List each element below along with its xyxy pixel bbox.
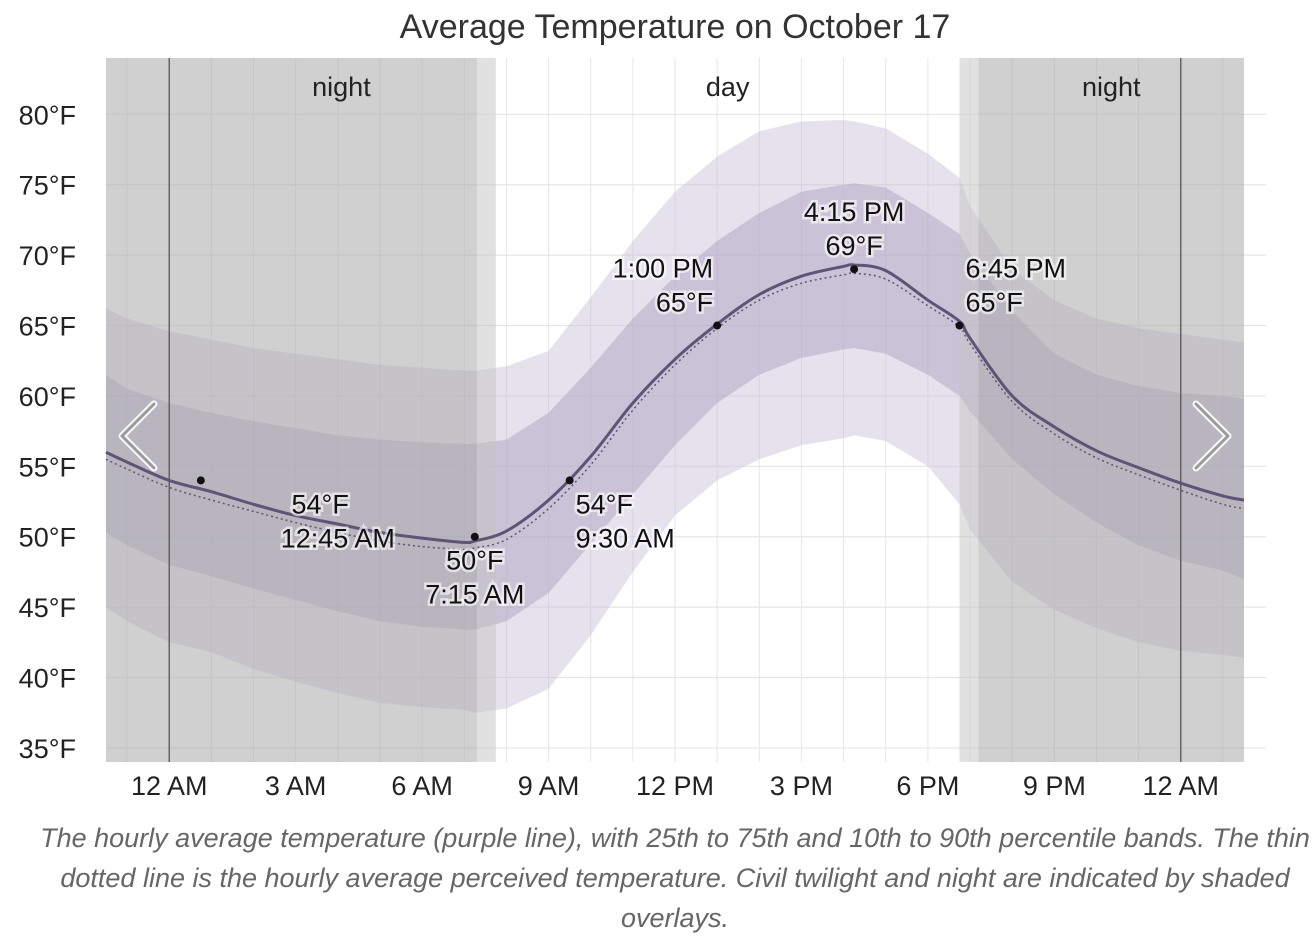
annotation-label: 12:45 AM — [281, 523, 395, 553]
y-tick-label: 50°F — [19, 523, 76, 553]
annotation-label: 54°F — [292, 489, 349, 519]
y-tick-label: 75°F — [19, 171, 76, 201]
perceived-temperature-line — [105, 272, 1245, 551]
annotation-label: 54°F — [576, 489, 633, 519]
annotation-label: 50°F — [446, 546, 503, 576]
annotation-point — [850, 265, 859, 274]
y-tick-label: 45°F — [19, 593, 76, 623]
x-tick-label: 6 PM — [896, 771, 959, 801]
chart-title: Average Temperature on October 17 — [399, 8, 951, 46]
annotation-label: 9:30 AM — [576, 523, 675, 553]
average-temperature-line — [105, 263, 1245, 545]
y-tick-label: 35°F — [19, 734, 76, 764]
annotation-point — [470, 532, 479, 541]
x-tick-label: 12 PM — [636, 771, 714, 801]
annotation-label: 1:00 PM — [613, 254, 714, 284]
annotation-point — [565, 476, 574, 485]
annotation-label: 65°F — [656, 288, 713, 318]
chart-caption: The hourly average temperature (purple l… — [40, 823, 1310, 933]
x-tick-label: 3 AM — [265, 771, 327, 801]
x-tick-label: 3 PM — [770, 771, 833, 801]
annotation-label: 4:15 PM — [804, 197, 905, 227]
previous-arrow-icon[interactable] — [120, 402, 156, 470]
y-tick-label: 55°F — [19, 452, 76, 482]
annotation-label: 65°F — [966, 288, 1023, 318]
y-tick-label: 70°F — [19, 241, 76, 271]
y-tick-label: 80°F — [19, 100, 76, 130]
y-tick-label: 65°F — [19, 312, 76, 342]
period-label-day: day — [706, 72, 750, 102]
night-overlay — [106, 58, 477, 762]
period-label-night: night — [1082, 72, 1141, 102]
annotation-point — [196, 476, 205, 485]
x-tick-label: 12 AM — [1143, 771, 1220, 801]
y-tick-label: 40°F — [19, 664, 76, 694]
next-arrow-icon[interactable] — [1194, 402, 1230, 470]
period-label-night: night — [312, 72, 371, 102]
twilight-overlay — [959, 58, 979, 762]
y-tick-label: 60°F — [19, 382, 76, 412]
x-tick-label: 12 AM — [131, 771, 208, 801]
x-tick-label: 6 AM — [391, 771, 453, 801]
annotation-label: 6:45 PM — [966, 254, 1067, 284]
annotation-point — [713, 321, 722, 330]
annotation-label: 7:15 AM — [425, 580, 524, 610]
annotation-label: 69°F — [825, 231, 882, 261]
twilight-overlay — [476, 58, 496, 762]
x-tick-label: 9 AM — [518, 771, 580, 801]
x-tick-label: 9 PM — [1023, 771, 1086, 801]
annotation-point — [955, 321, 964, 330]
